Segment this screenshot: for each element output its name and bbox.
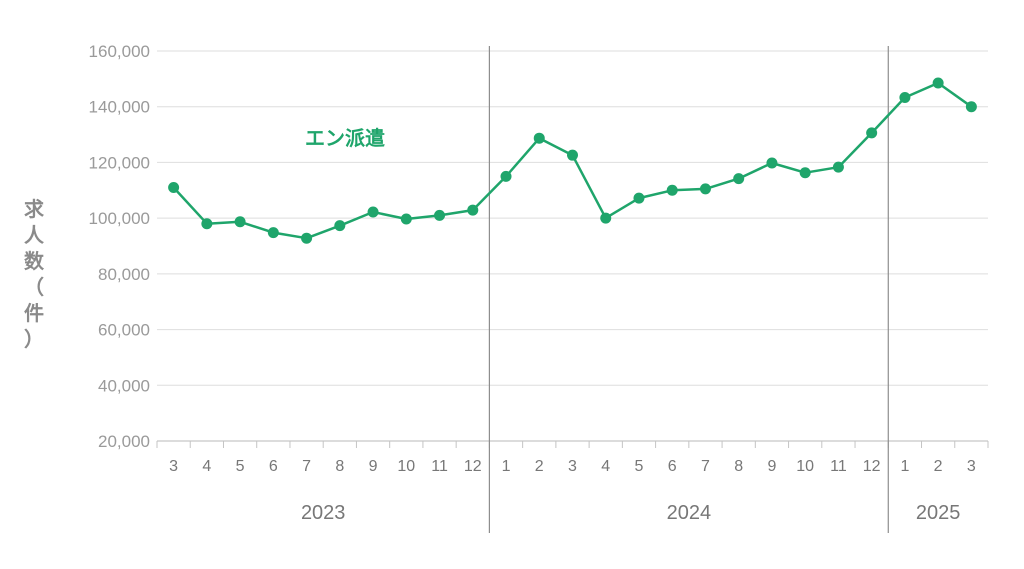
data-point [633,192,645,204]
data-point [500,170,512,182]
y-tick-label: 60,000 [98,321,150,340]
y-axis-ticks: 20,000 40,000 60,000 80,000 100,000 120,000 14… [89,42,150,451]
data-point [866,127,878,139]
x-tick-label: 6 [269,458,278,475]
x-tick-label: 5 [236,458,245,475]
y-axis-title-char: ） [24,327,44,351]
data-point [434,209,446,221]
y-axis-title-char: 数 [24,249,44,273]
gridlines [157,50,988,442]
x-tick-label: 10 [796,458,814,475]
data-point [766,157,778,169]
x-tick-label: 7 [302,458,311,475]
y-tick-label: 40,000 [98,376,150,395]
y-tick-label: 100,000 [89,209,150,228]
x-tick-label: 4 [202,458,211,475]
data-point [899,92,911,104]
y-axis-title-char: （ [24,275,44,299]
x-axis: 3 4 5 6 7 8 9 10 11 12 1 2 3 4 5 6 7 8 9 10 11 12 1 2 3 [156,441,989,475]
x-tick-label: 2 [535,458,544,475]
data-point [533,132,545,144]
data-point [600,212,612,224]
data-point [301,232,313,244]
data-point [567,149,578,161]
x-tick-label: 5 [635,458,644,475]
data-point [666,184,678,196]
data-point [201,218,213,230]
x-tick-label: 12 [464,458,482,475]
y-tick-label: 120,000 [89,153,150,172]
data-point [965,101,977,113]
x-tick-label: 7 [701,458,710,475]
data-point [334,220,346,232]
data-point [267,227,279,239]
year-label: 2023 [301,502,346,524]
data-point [733,173,745,185]
year-label: 2025 [916,502,961,524]
x-tick-label: 1 [900,458,909,475]
x-tick-label: 4 [601,458,610,475]
x-tick-label: 10 [397,458,415,475]
x-tick-label: 8 [734,458,743,475]
data-point [168,182,180,193]
year-labels: 2023 2024 2025 [301,46,960,533]
x-tick-label: 6 [668,458,677,475]
data-point [832,161,844,173]
data-point [367,206,379,218]
year-label: 2024 [667,502,712,524]
data-point [799,167,811,179]
y-tick-label: 140,000 [89,98,150,117]
x-tick-label: 9 [369,458,378,475]
x-tick-label: 3 [568,458,577,475]
x-tick-label: 9 [767,458,776,475]
y-tick-label: 80,000 [98,265,150,284]
x-tick-label: 12 [863,458,881,475]
x-tick-label: 3 [169,458,178,475]
x-tick-label: 3 [967,458,976,475]
y-tick-label: 20,000 [98,432,150,451]
y-axis-title-char: 件 [24,301,44,325]
y-axis-title: 求 人 数 （ 件 ） [20,196,48,352]
data-point [234,216,246,228]
series-label: エン派遣 [305,126,385,150]
data-point [467,204,479,216]
x-tick-label: 8 [335,458,344,475]
x-tick-label: 2 [934,458,943,475]
x-tick-label: 11 [431,458,448,475]
y-axis-title-char: 求 [24,197,44,221]
x-tick-label: 1 [502,458,511,475]
data-point [932,77,944,89]
series-line [168,77,977,244]
x-tick-label: 11 [830,458,847,475]
y-axis-title-char: 人 [24,223,44,247]
data-point [699,183,711,195]
data-point [400,213,412,225]
y-tick-label: 160,000 [89,42,150,61]
